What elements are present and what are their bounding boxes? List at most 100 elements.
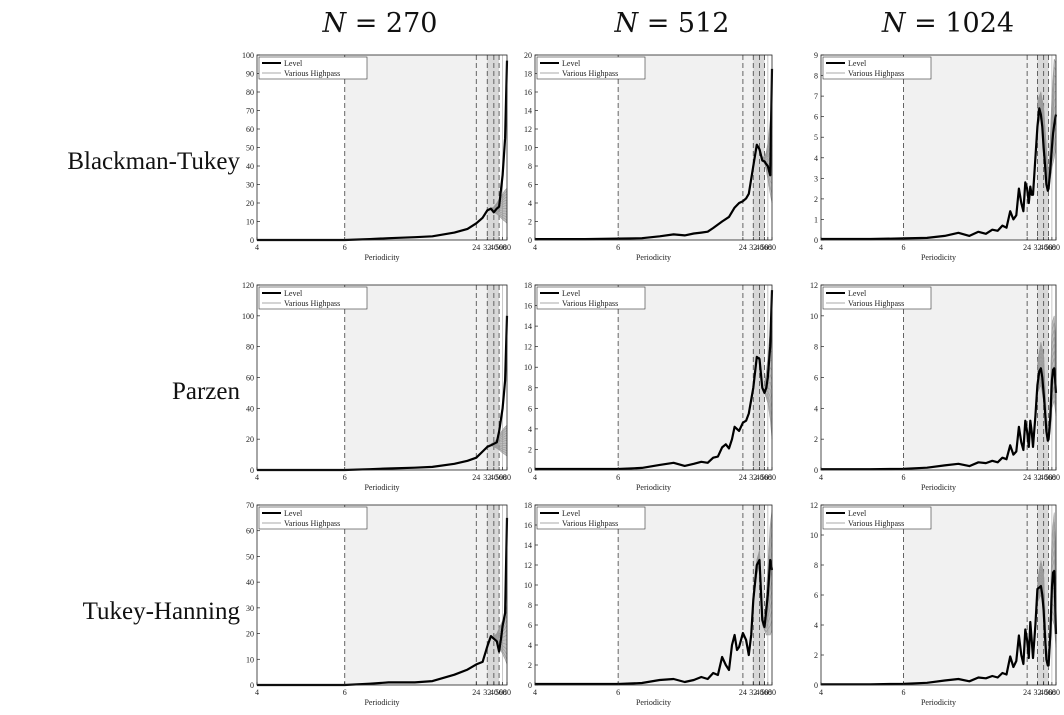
y-tick-label: 16	[524, 88, 532, 97]
level-series-line	[821, 107, 1058, 241]
y-tick-label: 12	[524, 561, 532, 570]
legend-box	[536, 506, 646, 530]
x-tick-label: 80	[1052, 473, 1060, 482]
y-tick-label: 80	[246, 343, 254, 352]
highpass-series-line	[490, 445, 508, 457]
x-tick-label: 32	[483, 473, 491, 482]
highpass-series-line	[490, 444, 508, 449]
x-tick-label: 4	[533, 688, 537, 697]
x-tick-label: 32	[749, 688, 757, 697]
y-tick-label: 4	[528, 199, 532, 208]
y-tick-label: 16	[524, 302, 532, 311]
y-tick-label: 0	[814, 466, 818, 475]
x-tick-label: 24	[1023, 688, 1031, 697]
x-tick-label: 6	[616, 688, 620, 697]
y-tick-label: 80	[246, 88, 254, 97]
highpass-series-line	[490, 444, 508, 454]
y-tick-label: 10	[246, 655, 254, 664]
column-title-1: N = 270	[322, 8, 438, 39]
x-tick-label: 4	[255, 688, 259, 697]
x-tick-label: 24	[472, 688, 480, 697]
legend-level-label: Level	[562, 289, 581, 298]
x-axis-label: Periodicity	[636, 483, 671, 492]
y-tick-label: 3	[814, 174, 818, 183]
y-tick-label: 6	[814, 113, 818, 122]
legend-box	[258, 286, 368, 310]
highpass-series-line	[762, 161, 773, 204]
x-tick-label: 80	[503, 243, 511, 252]
highpass-series-line	[490, 444, 508, 447]
x-tick-label: 24	[1023, 473, 1031, 482]
level-series-line	[257, 60, 509, 242]
legend-level-label: Level	[284, 289, 303, 298]
y-tick-label: 0	[528, 466, 532, 475]
legend-highpass-label: Various Highpass	[848, 519, 904, 528]
y-tick-label: 2	[814, 651, 818, 660]
y-tick-label: 10	[810, 312, 818, 321]
x-tick-label: 24	[739, 243, 747, 252]
x-tick-label: 4	[819, 243, 823, 252]
x-tick-label: 60	[764, 243, 772, 252]
dark-shaded-band	[487, 505, 500, 685]
light-shaded-band	[903, 285, 1038, 470]
x-tick-label: 50	[761, 688, 769, 697]
y-tick-label: 6	[528, 404, 532, 413]
legend-box	[822, 56, 932, 80]
y-tick-label: 2	[814, 435, 818, 444]
legend-highpass-label: Various Highpass	[848, 299, 904, 308]
x-tick-label: 80	[1052, 243, 1060, 252]
y-tick-label: 14	[524, 107, 532, 116]
y-tick-label: 16	[524, 521, 532, 530]
y-tick-label: 18	[524, 70, 532, 79]
light-shaded-band	[903, 505, 1038, 685]
x-tick-label: 50	[761, 243, 769, 252]
light-shaded-band	[903, 55, 1038, 240]
x-tick-label: 32	[483, 688, 491, 697]
y-tick-label: 2	[814, 195, 818, 204]
y-tick-label: 30	[246, 181, 254, 190]
level-series-line	[535, 68, 774, 241]
x-tick-label: 50	[761, 473, 769, 482]
y-tick-label: 4	[528, 425, 532, 434]
y-tick-label: 6	[814, 591, 818, 600]
y-tick-label: 40	[246, 162, 254, 171]
highpass-series-line	[1037, 380, 1057, 442]
column-title-3: N = 1024	[881, 8, 1015, 39]
light-shaded-band	[344, 285, 488, 470]
y-tick-label: 70	[246, 107, 254, 116]
legend-box	[536, 286, 646, 310]
axes-frame	[534, 504, 773, 686]
y-tick-label: 100	[242, 51, 254, 60]
legend-level-label: Level	[284, 509, 303, 518]
y-tick-label: 20	[246, 630, 254, 639]
highpass-series-line	[752, 564, 773, 636]
dark-shaded-band	[487, 285, 500, 470]
y-tick-label: 0	[528, 681, 532, 690]
y-tick-label: 5	[814, 133, 818, 142]
x-tick-label: 6	[901, 243, 905, 252]
row-label-parzen: Parzen	[171, 378, 240, 405]
y-tick-label: 0	[814, 236, 818, 245]
highpass-series-line	[752, 563, 773, 633]
legend-highpass-label: Various Highpass	[284, 299, 340, 308]
legend-highpass-label: Various Highpass	[284, 519, 340, 528]
x-axis-label: Periodicity	[636, 698, 671, 707]
legend-highpass-label: Various Highpass	[284, 69, 340, 78]
x-tick-label: 32	[1033, 688, 1041, 697]
legend-level-label: Level	[848, 289, 867, 298]
column-title-2: N = 512	[614, 8, 730, 39]
y-tick-label: 50	[246, 552, 254, 561]
y-tick-label: 0	[250, 681, 254, 690]
highpass-series-line	[752, 562, 773, 629]
y-tick-label: 90	[246, 70, 254, 79]
x-axis-label: Periodicity	[364, 253, 399, 262]
x-tick-label: 50	[495, 688, 503, 697]
y-tick-label: 70	[246, 501, 254, 510]
legend-level-label: Level	[848, 509, 867, 518]
x-tick-label: 6	[616, 473, 620, 482]
light-shaded-band	[618, 55, 754, 240]
y-tick-label: 6	[528, 181, 532, 190]
